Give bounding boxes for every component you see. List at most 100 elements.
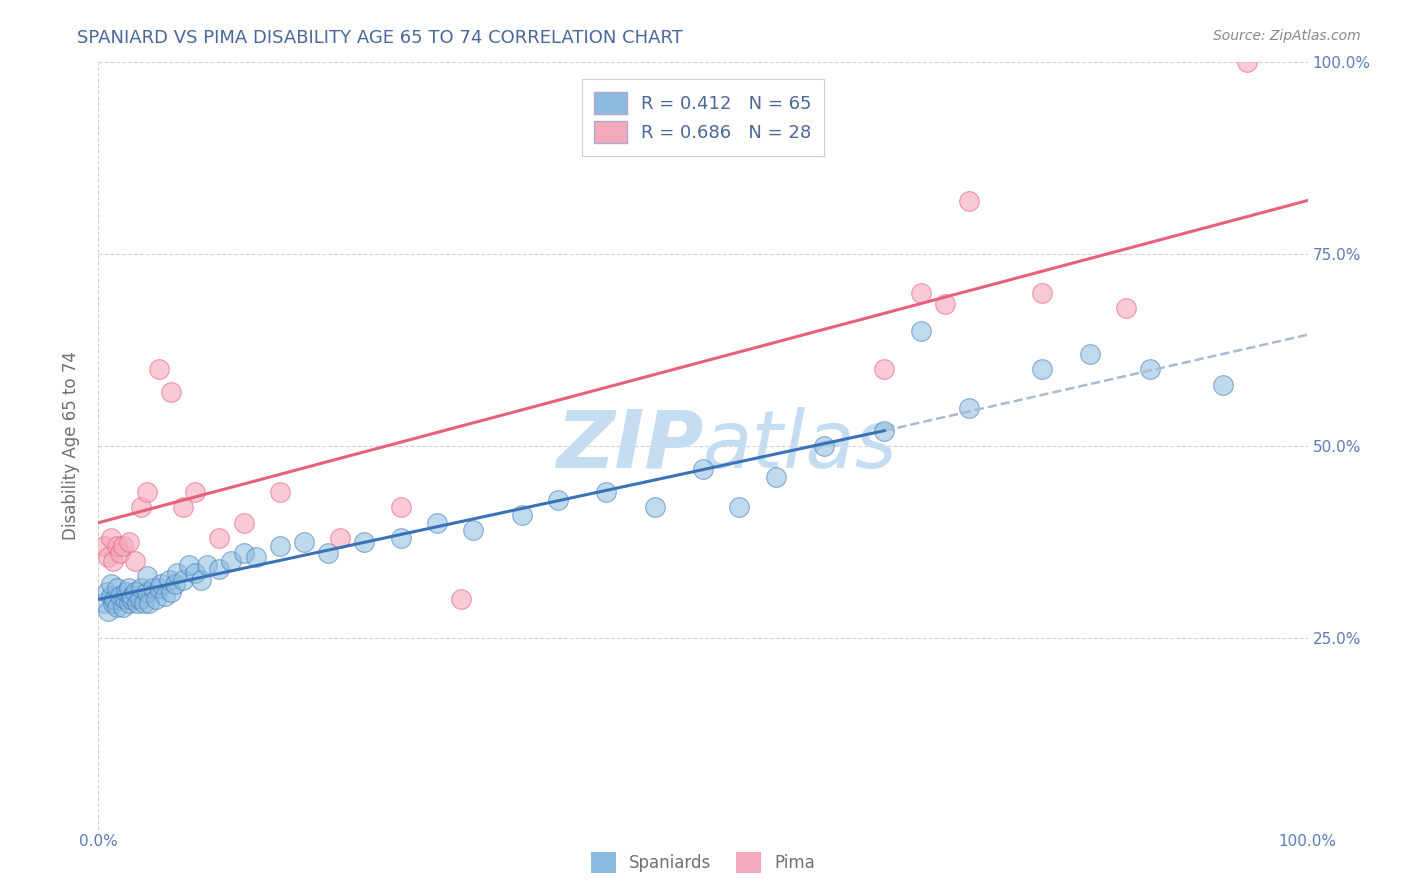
Point [138,596,160,610]
Point [160,385,183,400]
Point [120,592,142,607]
Point [1115,301,1137,315]
Point [765,469,787,483]
Point [118,596,141,610]
Point [118,534,141,549]
Point [1139,362,1161,376]
Point [292,534,315,549]
Text: SPANIARD VS PIMA DISABILITY AGE 65 TO 74 CORRELATION CHART: SPANIARD VS PIMA DISABILITY AGE 65 TO 74… [77,29,683,46]
Point [316,546,339,560]
Point [100,531,122,545]
Point [115,584,138,599]
Point [1031,285,1053,300]
Point [510,508,533,522]
Point [269,539,291,553]
Point [221,554,243,568]
Point [644,500,666,515]
Point [145,592,167,607]
Point [450,592,472,607]
Point [101,596,124,610]
Point [96,584,118,599]
Point [184,485,207,500]
Point [329,531,352,545]
Point [124,584,146,599]
Point [463,524,485,538]
Point [100,577,122,591]
Point [111,600,134,615]
Y-axis label: Disability Age 65 to 74: Disability Age 65 to 74 [62,351,80,541]
Point [184,566,207,580]
Point [111,539,134,553]
Point [105,539,128,553]
Point [910,324,932,338]
Point [97,550,120,565]
Point [1236,55,1258,70]
Point [135,485,157,500]
Point [100,589,122,603]
Point [208,531,231,545]
Point [121,589,143,603]
Point [873,362,896,376]
Point [135,569,157,583]
Point [118,581,141,595]
Point [389,500,412,515]
Point [93,539,115,553]
Point [1031,362,1053,376]
Point [426,516,449,530]
Point [129,500,152,515]
Point [172,573,194,587]
Point [232,516,254,530]
Point [166,566,188,580]
Point [150,577,173,591]
Point [142,581,165,595]
Point [148,362,170,376]
Legend: R = 0.412   N = 65, R = 0.686   N = 28: R = 0.412 N = 65, R = 0.686 N = 28 [582,79,824,156]
Text: ZIP: ZIP [555,407,703,485]
Point [97,604,120,618]
Point [208,562,231,576]
Point [124,554,146,568]
Text: atlas: atlas [703,407,898,485]
Point [934,297,956,311]
Point [105,581,128,595]
Point [128,592,150,607]
Point [148,581,170,595]
Point [353,534,375,549]
Point [873,424,896,438]
Point [105,600,128,615]
Point [135,584,157,599]
Point [108,546,131,560]
Point [93,596,115,610]
Legend: Spaniards, Pima: Spaniards, Pima [583,846,823,880]
Point [163,577,186,591]
Point [114,592,136,607]
Point [190,573,212,587]
Point [127,596,149,610]
Point [957,194,980,208]
Point [692,462,714,476]
Point [1212,377,1234,392]
Point [172,500,194,515]
Point [157,573,180,587]
Point [103,592,125,607]
Point [101,554,124,568]
Point [160,584,183,599]
Point [153,589,176,603]
Point [813,439,835,453]
Point [179,558,201,572]
Point [195,558,218,572]
Point [547,492,569,507]
Point [129,581,152,595]
Point [134,596,156,610]
Point [595,485,617,500]
Text: Source: ZipAtlas.com: Source: ZipAtlas.com [1213,29,1361,43]
Point [910,285,932,300]
Point [957,401,980,415]
Point [728,500,751,515]
Point [389,531,412,545]
Point [245,550,267,565]
Point [269,485,291,500]
Point [232,546,254,560]
Point [108,589,131,603]
Point [1078,347,1101,361]
